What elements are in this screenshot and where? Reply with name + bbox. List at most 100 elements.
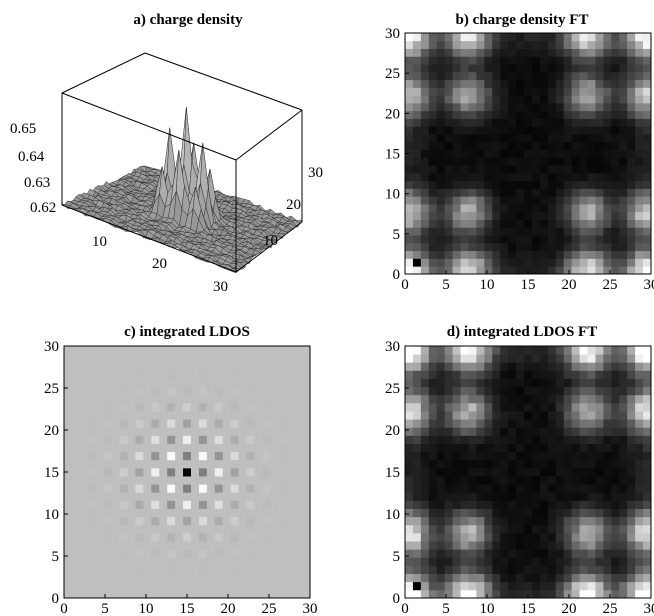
heatmap-cell xyxy=(619,258,628,267)
heatmap-cell xyxy=(539,188,549,197)
heatmap-cell xyxy=(175,459,184,469)
heatmap-cell xyxy=(302,394,311,404)
heatmap-cell xyxy=(516,79,525,88)
heatmap-cell xyxy=(278,362,287,371)
heatmap-cell xyxy=(619,71,628,81)
heatmap-cell xyxy=(492,476,501,485)
heatmap-cell xyxy=(603,378,612,388)
heatmap-cell xyxy=(611,134,620,143)
heatmap-cell xyxy=(643,134,652,143)
heatmap-cell xyxy=(214,459,224,469)
heatmap-cell xyxy=(71,541,81,550)
heatmap-cell xyxy=(619,110,628,119)
heatmap-cell xyxy=(484,157,493,166)
heatmap-cell xyxy=(238,508,247,518)
heatmap-cell xyxy=(587,242,596,252)
heatmap-cell xyxy=(635,56,644,65)
heatmap-cell xyxy=(167,500,176,509)
heatmap-cell xyxy=(563,565,573,575)
heatmap-cell xyxy=(539,524,549,534)
heatmap-cell xyxy=(468,386,477,396)
heatmap-cell xyxy=(436,87,446,96)
x-tick-label: 25 xyxy=(262,601,277,616)
heatmap-cell xyxy=(619,172,628,182)
heatmap-cell xyxy=(643,386,652,396)
heatmap-cell xyxy=(563,459,573,469)
heatmap-cell xyxy=(484,64,493,73)
heatmap-cell xyxy=(563,165,573,174)
heatmap-cell xyxy=(571,196,580,205)
heatmap-cell xyxy=(214,362,224,371)
heatmap-cell xyxy=(476,242,485,252)
heatmap-cell xyxy=(531,451,541,461)
heatmap-cell xyxy=(428,33,438,42)
heatmap-cell xyxy=(167,378,176,388)
heatmap-cell xyxy=(555,87,565,96)
heatmap-cell xyxy=(143,573,152,583)
heatmap-cell xyxy=(524,134,533,143)
heatmap-cell xyxy=(64,402,73,412)
heatmap-cell xyxy=(436,443,446,453)
heatmap-cell xyxy=(476,180,485,189)
heatmap-cell xyxy=(595,557,604,566)
heatmap-cell xyxy=(619,557,628,566)
heatmap-cell xyxy=(611,370,620,379)
heatmap-cell xyxy=(127,557,136,566)
heatmap-cell xyxy=(87,411,97,420)
heatmap-cell xyxy=(420,362,430,371)
heatmap-cell xyxy=(531,149,541,158)
heatmap-cell xyxy=(635,532,644,542)
heatmap-cell xyxy=(214,589,224,599)
heatmap-cell xyxy=(460,435,469,444)
heatmap-cell xyxy=(119,484,128,493)
heatmap-cell xyxy=(444,573,454,583)
heatmap-cell xyxy=(627,157,636,166)
x-tick-label: 30 xyxy=(644,277,654,293)
heatmap-cell xyxy=(508,87,517,96)
heatmap-cell xyxy=(95,524,105,534)
heatmap-cell xyxy=(635,427,644,436)
heatmap-cell xyxy=(159,378,168,388)
heatmap-cell xyxy=(444,589,454,599)
heatmap-cell xyxy=(619,134,628,143)
heatmap-cell xyxy=(508,211,517,220)
heatmap-cell xyxy=(444,557,454,566)
heatmap-cell xyxy=(571,56,580,65)
heatmap-cell xyxy=(635,149,644,158)
heatmap-cell xyxy=(468,484,477,493)
heatmap-cell xyxy=(444,508,454,518)
heatmap-cell xyxy=(492,219,501,228)
heatmap-cell xyxy=(500,141,509,151)
heatmap-cell xyxy=(230,394,239,404)
heatmap-cell xyxy=(500,362,509,371)
heatmap-cell xyxy=(547,180,557,189)
heatmap-cell xyxy=(547,157,557,166)
heatmap-cell xyxy=(159,565,168,575)
heatmap-cell xyxy=(412,394,422,404)
heatmap-cell xyxy=(611,402,620,412)
heatmap-cell xyxy=(278,394,287,404)
heatmap-cell xyxy=(119,362,128,371)
heatmap-cell xyxy=(484,402,493,412)
heatmap-cell xyxy=(246,516,255,526)
heatmap-cell xyxy=(111,386,120,396)
heatmap-cell xyxy=(468,516,477,526)
heatmap-cell xyxy=(428,180,438,189)
heatmap-cell xyxy=(64,443,73,453)
heatmap-cell xyxy=(246,524,255,534)
heatmap-cell xyxy=(103,443,113,453)
heatmap-cell xyxy=(175,370,184,379)
heatmap-cell xyxy=(524,419,533,428)
heatmap-cell xyxy=(468,87,477,96)
heatmap-cell xyxy=(476,188,485,197)
heatmap-cell xyxy=(539,573,549,583)
heatmap-cell xyxy=(444,378,454,388)
heatmap-cell xyxy=(79,443,89,453)
heatmap-cell xyxy=(420,419,430,428)
heatmap-cell xyxy=(206,402,216,412)
heatmap-cell xyxy=(563,33,573,42)
panel-a-title: a) charge density xyxy=(133,12,243,28)
heatmap-cell xyxy=(571,165,580,174)
heatmap-cell xyxy=(516,557,525,566)
heatmap-cell xyxy=(531,573,541,583)
